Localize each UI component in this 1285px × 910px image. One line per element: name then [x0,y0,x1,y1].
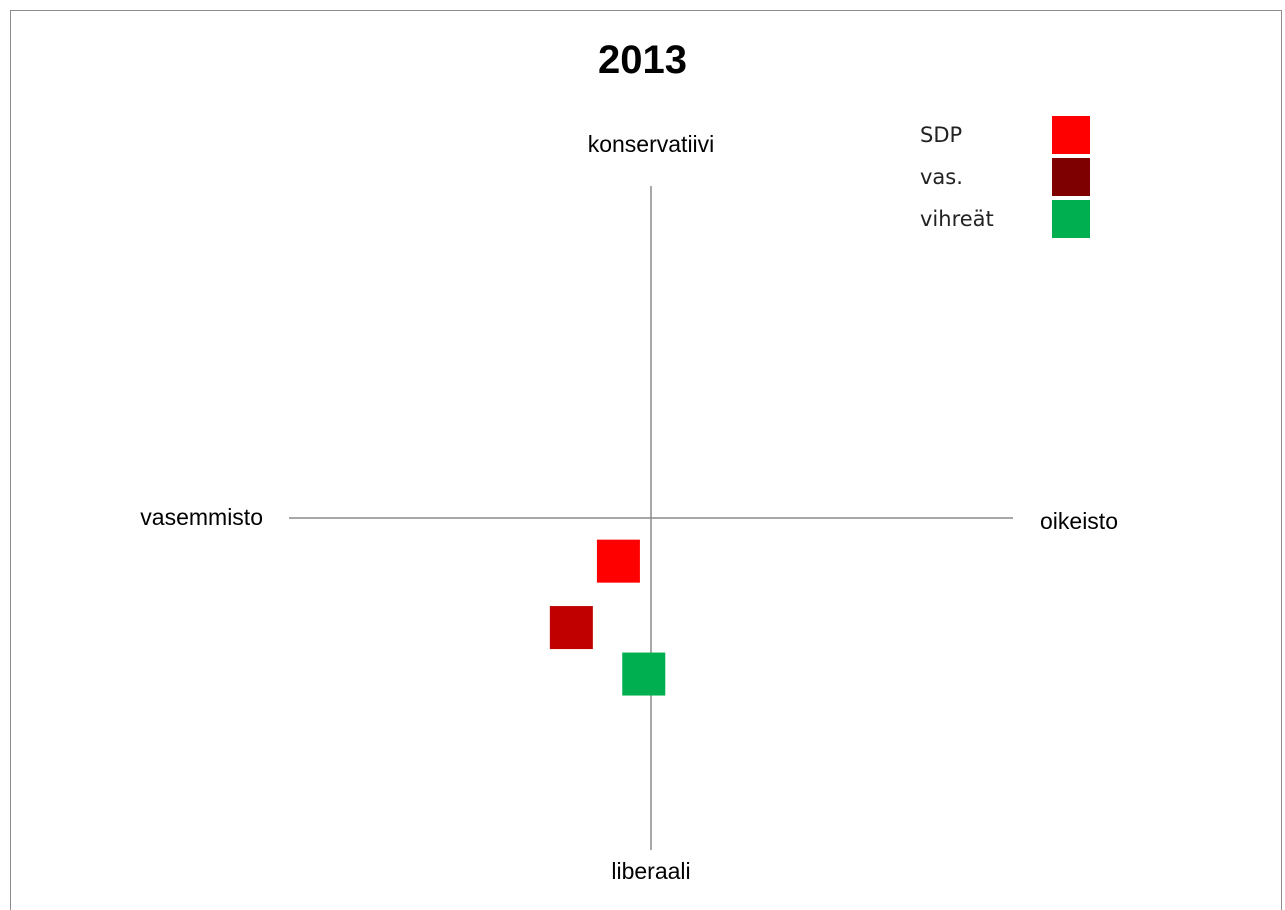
axis-label-left: vasemmisto [140,504,263,530]
data-point-1 [549,606,593,650]
data-points [549,539,666,696]
legend-item-vihreat: vihreät [920,198,1090,240]
legend-swatch [1052,200,1090,238]
axis-label-right: oikeisto [1040,508,1118,534]
legend: SDP vas. vihreät [920,114,1090,240]
legend-swatch [1052,116,1090,154]
axis-label-top: konservatiivi [587,131,715,157]
legend-label: vas. [920,165,963,189]
legend-label: vihreät [920,207,994,231]
legend-item-vas: vas. [920,156,1090,198]
chart-frame [10,10,1282,910]
data-point-0 [596,539,640,583]
data-point-2 [622,652,666,696]
axis-label-bottom: liberaali [611,858,691,884]
chart-title: 2013 [598,38,687,82]
legend-label: SDP [920,123,963,147]
legend-item-sdp: SDP [920,114,1090,156]
legend-swatch [1052,158,1090,196]
